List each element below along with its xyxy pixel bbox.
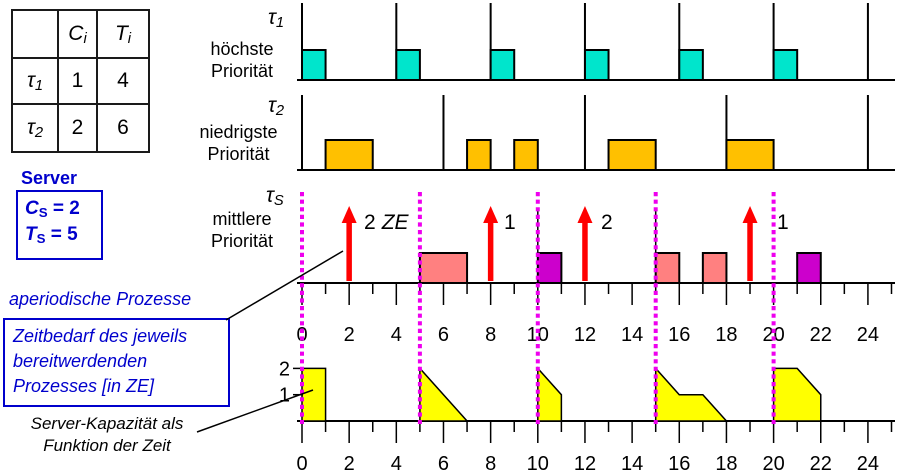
lower-time-axis-tick-label: 8 xyxy=(485,453,496,475)
annotation-pointer-line xyxy=(196,389,314,433)
lower-time-axis-tick-label: 22 xyxy=(810,453,832,475)
lower-time-axis-tick-label: 18 xyxy=(715,453,737,475)
server-capacity-shape xyxy=(301,367,327,422)
server-execution-box xyxy=(418,252,469,284)
aperiodic-arrival-arrowhead xyxy=(341,206,357,223)
upper-time-axis-tick-label: 14 xyxy=(621,324,643,346)
lower-time-axis-tick-label: 12 xyxy=(574,453,596,475)
server-ts-value: TS = 5 xyxy=(25,224,78,246)
server-capacity-shape xyxy=(419,366,469,422)
tau2-priority-label: niedrigste Priorität xyxy=(199,122,278,164)
tauS-row-symbol: τS xyxy=(266,184,284,210)
server-execution-box xyxy=(796,252,822,284)
tau1-execution-box xyxy=(301,49,327,81)
table-header-ti: Ti xyxy=(96,9,150,59)
server-execution-box xyxy=(536,252,563,284)
server-capacity-shape xyxy=(537,366,563,422)
lower-time-axis-tick-label: 16 xyxy=(668,453,690,475)
tau1-execution-box xyxy=(583,49,610,81)
demand-line-2: bereitwerdenden xyxy=(13,351,148,371)
upper-time-axis-tick-label: 4 xyxy=(391,324,402,346)
lower-time-axis-tick-label: 14 xyxy=(621,453,643,475)
server-title: Server xyxy=(21,168,78,188)
capacity-axis-label: 2 xyxy=(279,358,290,380)
tau1-execution-box xyxy=(678,49,704,81)
capacity-label-line-1: Server-Kapazität als xyxy=(30,414,184,433)
lower-time-axis-tick-label: 4 xyxy=(391,453,402,475)
upper-time-axis-tick-label: 0 xyxy=(296,324,307,346)
tau2-execution-box xyxy=(466,139,492,171)
upper-time-axis-tick-label: 24 xyxy=(857,324,879,346)
demand-line-3: Prozesses [in ZE] xyxy=(13,376,155,396)
task-parameter-table: Ci Ti τ1 1 4 τ2 2 6 xyxy=(11,9,150,153)
server-execution-box xyxy=(654,252,681,284)
server-capacity-shape xyxy=(772,367,822,422)
server-execution-box xyxy=(701,252,728,284)
table-cell-c2: 2 xyxy=(57,103,98,153)
server-capacity-shape xyxy=(654,366,729,422)
capacity-label-line-2: Funktion der Zeit xyxy=(43,436,171,455)
aperiodic-arrival-label: 2 xyxy=(601,211,613,234)
upper-time-axis-tick-label: 20 xyxy=(762,324,784,346)
upper-time-axis-tick-label: 10 xyxy=(527,324,549,346)
tauS-priority-label: mittlere Priorität xyxy=(210,209,273,251)
upper-time-axis-tick-label: 22 xyxy=(810,324,832,346)
lower-time-axis-tick-label: 24 xyxy=(857,453,879,475)
demand-line-1: Zeitbedarf des jeweils xyxy=(13,326,188,346)
upper-time-axis-tick-label: 2 xyxy=(344,324,355,346)
aperiodic-arrival-label: 1 xyxy=(504,211,516,234)
aperiodic-arrival-arrowhead xyxy=(742,206,758,223)
lower-time-axis-tick-label: 20 xyxy=(762,453,784,475)
upper-time-axis-tick-label: 16 xyxy=(668,324,690,346)
aperiodic-arrival-arrowhead xyxy=(577,206,593,223)
lower-time-axis-tick-label: 2 xyxy=(344,453,355,475)
table-task-tau1: τ1 xyxy=(11,57,59,105)
table-cell-t1: 4 xyxy=(96,57,150,105)
server-cs-value: CS = 2 xyxy=(25,198,80,220)
tau2-row-symbol: τ2 xyxy=(268,94,285,120)
capacity-axis-label: 1 xyxy=(279,385,290,407)
capacity-annotation-label: Server-Kapazität als Funktion der Zeit xyxy=(22,413,192,457)
upper-time-axis-tick-label: 8 xyxy=(485,324,496,346)
tau1-row-symbol: τ1 xyxy=(268,6,285,32)
tau2-execution-box xyxy=(324,139,374,171)
tau1-execution-box xyxy=(772,49,799,81)
lower-time-axis-tick-label: 10 xyxy=(527,453,549,475)
lower-time-axis-tick-label: 0 xyxy=(296,453,307,475)
tau1-priority-label: höchste Priorität xyxy=(210,39,274,81)
aperiodic-processes-label: aperiodische Prozesse xyxy=(9,289,192,309)
aperiodic-arrival-label: 1 xyxy=(777,211,789,234)
aperiodic-arrival-label: 2 ZE xyxy=(364,211,410,234)
table-cell-t2: 6 xyxy=(96,103,150,153)
tau2-execution-box xyxy=(607,139,657,171)
demand-annotation-box: Zeitbedarf des jeweils bereitwerdenden P… xyxy=(3,318,230,407)
tau1-execution-box xyxy=(489,49,516,81)
table-header-ci: Ci xyxy=(57,9,98,59)
upper-time-axis-tick-label: 18 xyxy=(715,324,737,346)
tau2-execution-box xyxy=(513,139,539,171)
table-corner-cell xyxy=(11,9,59,59)
upper-time-axis-tick-label: 12 xyxy=(574,324,596,346)
aperiodic-arrival-arrowhead xyxy=(483,206,499,223)
lower-time-axis-tick-label: 6 xyxy=(438,453,449,475)
annotation-pointer-line xyxy=(225,250,344,321)
tau2-execution-box xyxy=(725,139,775,171)
server-parameter-box: CS = 2 TS = 5 xyxy=(16,190,103,260)
table-cell-c1: 1 xyxy=(57,57,98,105)
table-task-tau2: τ2 xyxy=(11,103,59,153)
tau1-execution-box xyxy=(395,49,421,81)
upper-time-axis-tick-label: 6 xyxy=(438,324,449,346)
